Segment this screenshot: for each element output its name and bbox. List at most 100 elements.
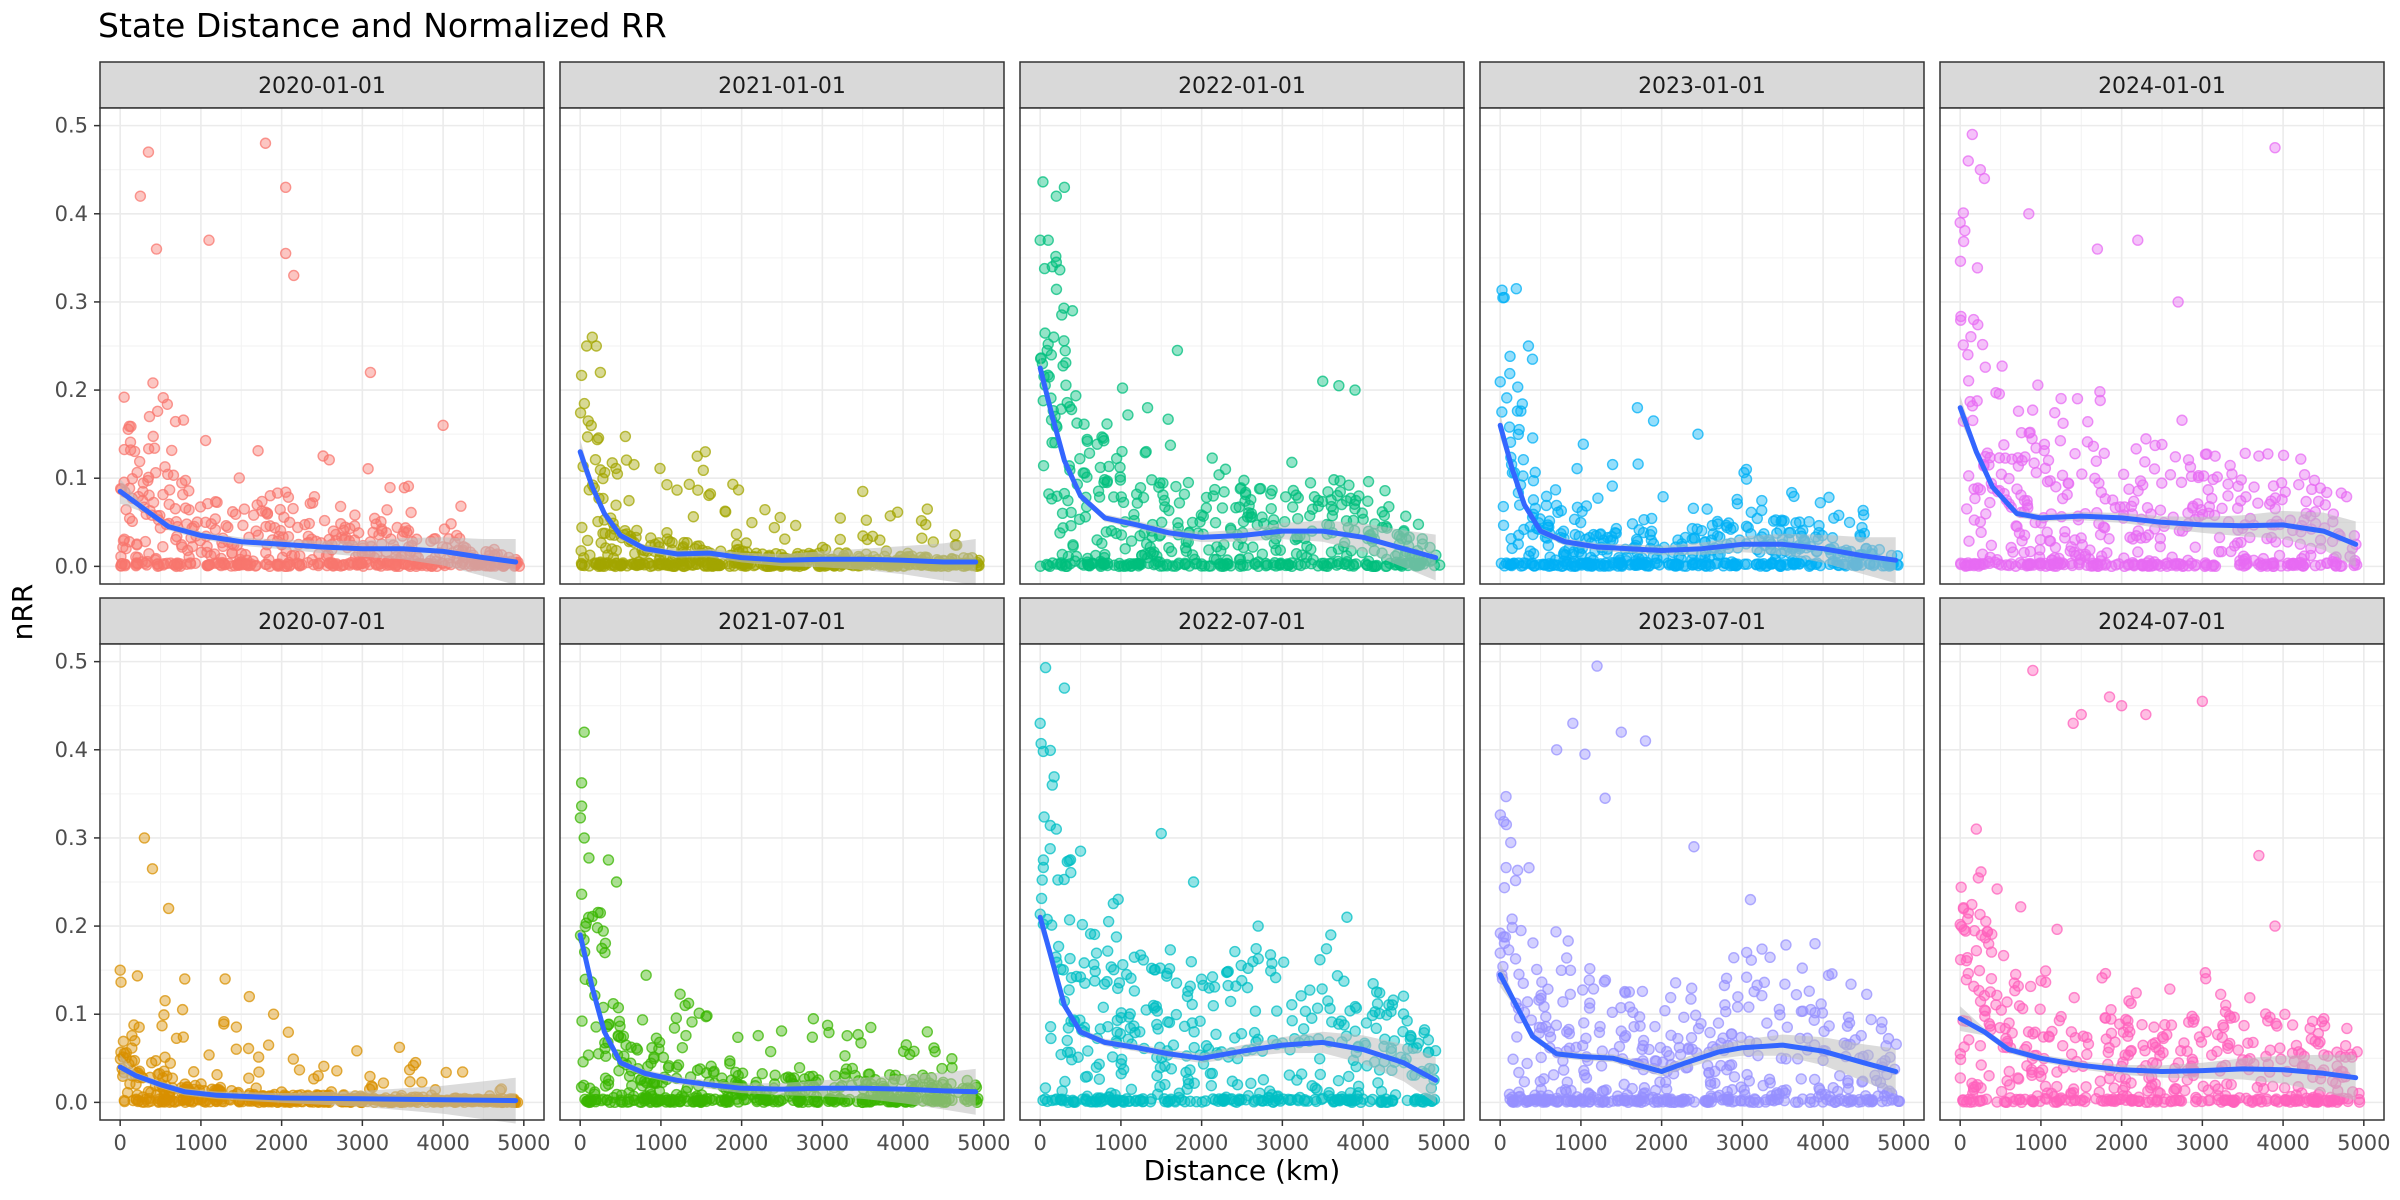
scatter-point [1606, 458, 1619, 471]
scatter-point [1659, 1004, 1671, 1017]
scatter-point [318, 1060, 330, 1072]
scatter-point [816, 541, 829, 554]
scatter-point [1332, 1074, 1345, 1087]
scatter-point [1535, 1051, 1547, 1064]
scatter-point [1579, 748, 1591, 760]
scatter-point [1265, 503, 1277, 515]
scatter-point [647, 559, 659, 572]
scatter-point [364, 366, 377, 379]
scatter-point [1507, 1095, 1520, 1107]
scatter-point [1083, 447, 1096, 459]
scatter-point [179, 502, 192, 514]
scatter-point [1619, 985, 1631, 998]
scatter-point [181, 544, 194, 557]
scatter-point [260, 506, 272, 518]
scatter-point [2149, 439, 2161, 452]
scatter-point [1504, 559, 1517, 571]
scatter-point [1526, 432, 1539, 444]
y-tick-label: 0.2 [55, 914, 88, 938]
scatter-point [1843, 1017, 1856, 1029]
scatter-point [929, 1045, 941, 1058]
scatter-point [2293, 478, 2305, 491]
scatter-point [1146, 474, 1158, 486]
scatter-point [1701, 503, 1713, 515]
scatter-point [1517, 470, 1529, 482]
scatter-point [1858, 527, 1870, 540]
scatter-point [279, 181, 292, 194]
scatter-point [2013, 527, 2026, 539]
scatter-point [578, 397, 591, 410]
scatter-point [2026, 404, 2039, 416]
scatter-point [1056, 560, 1068, 572]
scatter-point [1372, 1077, 1384, 1089]
scatter-point [2005, 541, 2017, 554]
scatter-point [1751, 979, 1763, 991]
scatter-point [1156, 516, 1168, 529]
scatter-point [1691, 523, 1703, 535]
scatter-point [405, 506, 417, 519]
scatter-point [143, 410, 156, 423]
scatter-point [1669, 977, 1682, 989]
scatter-point [1056, 1085, 1068, 1097]
x-tick-label: 2000 [715, 1131, 768, 1155]
facet-strip [559, 61, 1005, 109]
scatter-point [1323, 557, 1336, 570]
scatter-point [2248, 481, 2260, 493]
scatter-point [1805, 1093, 1817, 1105]
scatter-point [1218, 486, 1230, 498]
facet-strip-label: 2021-07-01 [718, 610, 846, 635]
scatter-point [2141, 560, 2154, 572]
scatter-point [176, 477, 188, 489]
scatter-point [318, 514, 331, 527]
scatter-point [1079, 511, 1092, 523]
scatter-point [288, 549, 301, 561]
scatter-point [1065, 866, 1077, 879]
scatter-point [1965, 330, 1977, 343]
y-tick-label: 0.1 [55, 1002, 88, 1026]
scatter-point [1269, 971, 1282, 984]
scatter-point [719, 506, 732, 518]
scatter-point [131, 539, 143, 551]
scatter-point [1726, 559, 1739, 572]
scatter-point [1600, 1084, 1612, 1096]
scatter-point [2057, 417, 2069, 429]
scatter-point [230, 1043, 243, 1055]
scatter-point [1740, 946, 1753, 959]
scatter-point [1704, 1076, 1717, 1088]
scatter-point [1571, 462, 1583, 475]
scatter-point [1241, 981, 1254, 994]
scatter-point [2209, 450, 2221, 462]
scatter-point [1159, 1060, 1171, 1072]
scatter-point [1172, 517, 1184, 529]
scatter-point [1718, 979, 1731, 992]
scatter-point [1515, 560, 1527, 572]
scatter-point [1277, 1093, 1289, 1105]
scatter-point [1808, 1014, 1820, 1026]
scatter-point [1186, 516, 1199, 529]
scatter-point [1039, 327, 1051, 339]
scatter-point [1761, 1017, 1773, 1029]
scatter-point [1687, 502, 1700, 515]
scatter-point [619, 430, 632, 443]
scatter-point [1679, 531, 1692, 544]
scatter-point [1634, 1020, 1646, 1032]
scatter-point [177, 1031, 190, 1043]
scatter-point [203, 559, 215, 571]
scatter-point [1741, 558, 1753, 570]
scatter-point [143, 547, 155, 560]
scatter-point [1184, 980, 1196, 992]
scatter-point [132, 558, 144, 570]
scatter-point [183, 485, 195, 497]
scatter-point [1093, 491, 1106, 503]
scatter-point [1957, 207, 1970, 219]
scatter-point [1627, 1006, 1639, 1019]
scatter-point [128, 1019, 140, 1031]
scatter-point [260, 520, 272, 533]
scatter-point [2319, 499, 2331, 511]
scatter-point [1065, 520, 1077, 532]
scatter-point [1962, 348, 1974, 361]
scatter-point [1494, 927, 1507, 939]
scatter-point [1311, 1002, 1324, 1014]
scatter-point [687, 511, 700, 523]
